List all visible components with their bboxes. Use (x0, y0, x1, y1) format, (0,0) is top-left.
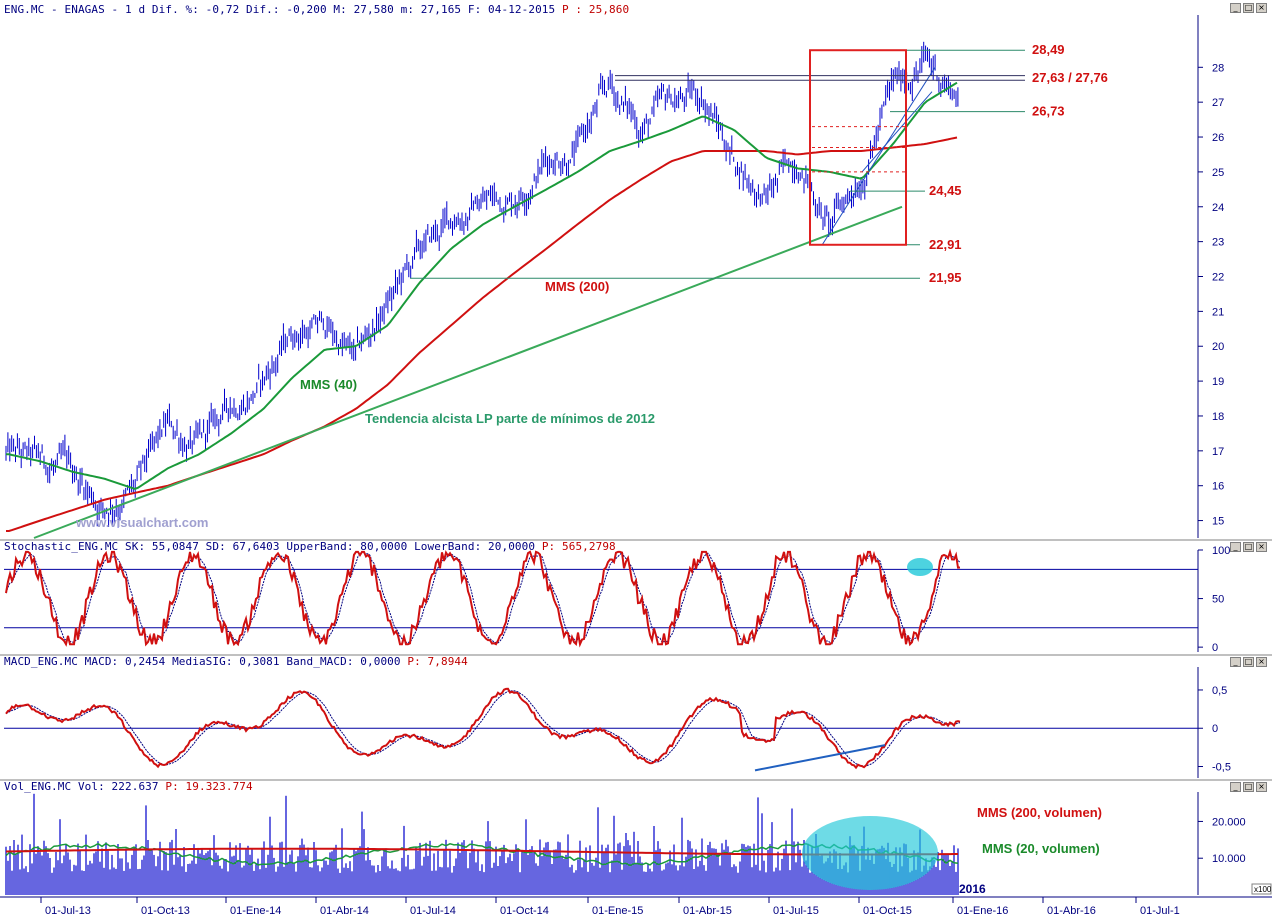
minimize-button[interactable]: _ (1230, 657, 1241, 667)
stoch-pane-header: Stochastic_ENG.MC SK: 55,0847 SD: 67,640… (4, 540, 616, 553)
y-tick-label: 16 (1212, 481, 1224, 493)
x-tick-label: 01-Oct-14 (500, 905, 549, 917)
price-header-values: ENG.MC - ENAGAS - 1 d Dif. %: -0,72 Dif.… (4, 3, 556, 16)
vol-mms20-label: MMS (20, volumen) (982, 841, 1100, 856)
y-tick-label: 0 (1212, 642, 1218, 654)
stoch-highlight (907, 558, 933, 576)
support-line (821, 67, 936, 246)
unit-badge-box (1251, 883, 1272, 895)
y-tick-label: 10.000 (1212, 853, 1246, 865)
x-tick-label: 01-Oct-13 (141, 905, 190, 917)
level-label: 26,73 (1032, 104, 1065, 119)
y-tick-label: 20.000 (1212, 816, 1246, 828)
macd-header-values: MACD_ENG.MC MACD: 0,2454 MediaSIG: 0,308… (4, 655, 401, 668)
y-tick-label: 15 (1212, 516, 1224, 528)
y-tick-label: 18 (1212, 411, 1224, 423)
y-tick-label: 17 (1212, 446, 1224, 458)
macd-header-p: P: 7,8944 (407, 655, 468, 668)
close-button[interactable]: × (1256, 542, 1267, 552)
x-tick-label: 01-Ene-15 (592, 905, 643, 917)
vol-pane-header: Vol_ENG.MC Vol: 222.637 P: 19.323.774 (4, 780, 253, 793)
price-pane-header: ENG.MC - ENAGAS - 1 d Dif. %: -0,72 Dif.… (4, 3, 629, 16)
y-tick-label: 19 (1212, 376, 1224, 388)
y-tick-label: 21 (1212, 306, 1224, 318)
x-tick-label: 01-Jul-13 (45, 905, 91, 917)
y-tick-label: 0 (1212, 723, 1218, 735)
trend-annotation: Tendencia alcista LP parte de mínimos de… (365, 411, 655, 426)
volume-highlight (802, 816, 938, 890)
maximize-button[interactable]: □ (1243, 3, 1254, 13)
x-tick-label: 01-Abr-15 (683, 905, 732, 917)
maximize-button[interactable]: □ (1243, 782, 1254, 792)
close-button[interactable]: × (1256, 657, 1267, 667)
y-tick-label: 100 (1212, 545, 1230, 557)
level-label: 27,63 / 27,76 (1032, 70, 1108, 85)
mms40-label: MMS (40) (300, 377, 357, 392)
minimize-button[interactable]: _ (1230, 782, 1241, 792)
close-button[interactable]: × (1256, 782, 1267, 792)
level-label: 24,45 (929, 183, 962, 198)
y-tick-label: -0,5 (1212, 762, 1231, 774)
stoch-sd-line (5, 551, 961, 645)
maximize-button[interactable]: □ (1243, 657, 1254, 667)
x-tick-label: 01-Ene-16 (957, 905, 1008, 917)
support-line (861, 91, 933, 173)
stoch-header-values: Stochastic_ENG.MC SK: 55,0847 SD: 67,640… (4, 540, 536, 553)
x-tick-label: 01-Jul-1 (1140, 905, 1180, 917)
level-label: 28,49 (1032, 42, 1065, 57)
level-label: 22,91 (929, 237, 962, 252)
x-tick-label: 01-Abr-14 (320, 905, 369, 917)
y-tick-label: 24 (1212, 202, 1224, 214)
x-tick-label: 01-Oct-15 (863, 905, 912, 917)
x-tick-label: 01-Abr-16 (1047, 905, 1096, 917)
level-label: 21,95 (929, 270, 962, 285)
vol-mms200-label: MMS (200, volumen) (977, 805, 1102, 820)
y-tick-label: 0,5 (1212, 685, 1227, 697)
vol-header-values: Vol_ENG.MC Vol: 222.637 (4, 780, 159, 793)
trend-line (33, 205, 903, 539)
y-tick-label: 23 (1212, 237, 1224, 249)
range-box (809, 49, 907, 246)
y-tick-label: 50 (1212, 594, 1224, 606)
mms200-label: MMS (200) (545, 279, 609, 294)
price-bars (5, 41, 959, 528)
macd-line (5, 687, 961, 770)
watermark: www.visualchart.com (75, 515, 208, 530)
y-tick-label: 25 (1212, 167, 1224, 179)
year-label: 2016 (959, 882, 986, 896)
unit-badge-label: x100 (1254, 885, 1272, 894)
stoch-header-p: P: 565,2798 (541, 540, 616, 553)
y-tick-label: 28 (1212, 62, 1224, 74)
stoch-sk-line (5, 548, 961, 648)
minimize-button[interactable]: _ (1230, 542, 1241, 552)
macd-pane-header: MACD_ENG.MC MACD: 0,2454 MediaSIG: 0,308… (4, 655, 468, 668)
maximize-button[interactable]: □ (1243, 542, 1254, 552)
mms200-line (6, 136, 958, 532)
macd-divergence-line (754, 744, 886, 772)
x-tick-label: 01-Jul-14 (410, 905, 456, 917)
price-header-p: P : 25,860 (561, 3, 630, 16)
vol-mms200-line (5, 847, 958, 856)
x-tick-label: 01-Jul-15 (773, 905, 819, 917)
minimize-button[interactable]: _ (1230, 3, 1241, 13)
y-tick-label: 22 (1212, 272, 1224, 284)
y-tick-label: 20 (1212, 341, 1224, 353)
vol-header-p: P: 19.323.774 (165, 780, 253, 793)
y-tick-label: 26 (1212, 132, 1224, 144)
close-button[interactable]: × (1256, 3, 1267, 13)
y-tick-label: 27 (1212, 97, 1224, 109)
mms40-line (6, 81, 958, 490)
x-tick-label: 01-Ene-14 (230, 905, 281, 917)
vol-mms20-line (5, 842, 959, 867)
